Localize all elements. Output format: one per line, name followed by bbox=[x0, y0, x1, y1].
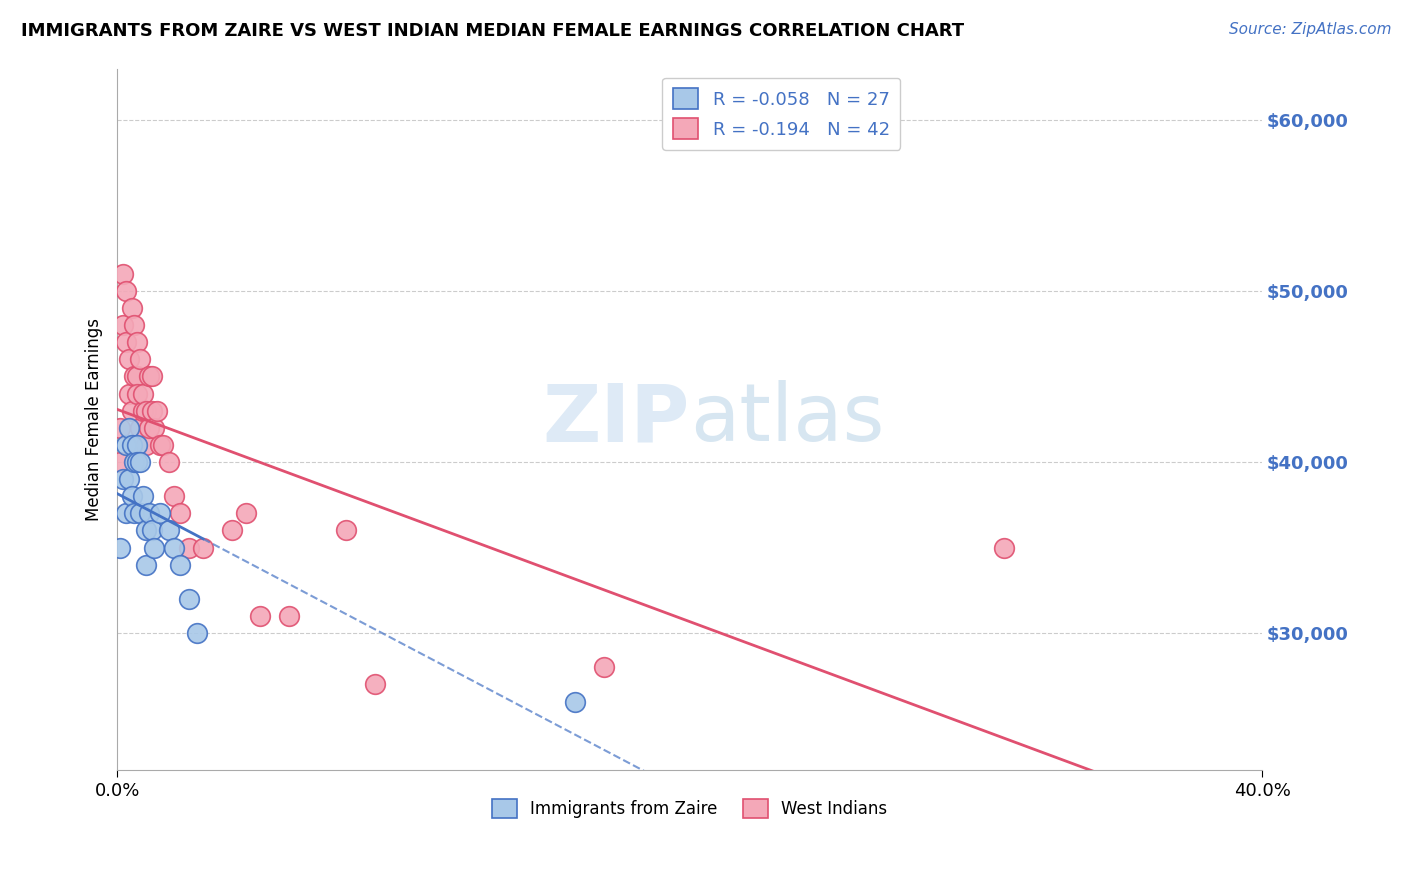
Point bbox=[108, 541, 131, 555]
Point bbox=[129, 455, 152, 469]
Point bbox=[127, 386, 149, 401]
Point bbox=[121, 489, 143, 503]
Point bbox=[152, 438, 174, 452]
Point bbox=[149, 438, 172, 452]
Point bbox=[111, 267, 134, 281]
Point bbox=[177, 591, 200, 606]
Point bbox=[138, 507, 160, 521]
Point bbox=[163, 489, 186, 503]
Point bbox=[108, 455, 131, 469]
Point bbox=[149, 507, 172, 521]
Point bbox=[121, 301, 143, 315]
Point bbox=[124, 318, 146, 333]
Point bbox=[186, 626, 208, 640]
Point bbox=[108, 421, 131, 435]
Point bbox=[117, 386, 139, 401]
Point bbox=[163, 541, 186, 555]
Point bbox=[993, 541, 1015, 555]
Point bbox=[235, 507, 257, 521]
Point bbox=[129, 507, 152, 521]
Point bbox=[124, 507, 146, 521]
Legend: Immigrants from Zaire, West Indians: Immigrants from Zaire, West Indians bbox=[485, 792, 894, 825]
Point bbox=[135, 438, 157, 452]
Point bbox=[114, 438, 136, 452]
Point bbox=[177, 541, 200, 555]
Point bbox=[132, 386, 155, 401]
Point bbox=[129, 421, 152, 435]
Point bbox=[124, 369, 146, 384]
Point bbox=[117, 472, 139, 486]
Point bbox=[143, 421, 166, 435]
Point bbox=[138, 421, 160, 435]
Point bbox=[117, 352, 139, 367]
Point bbox=[169, 507, 191, 521]
Point bbox=[564, 695, 586, 709]
Point bbox=[121, 403, 143, 417]
Point bbox=[335, 524, 357, 538]
Point bbox=[141, 369, 163, 384]
Point bbox=[114, 284, 136, 298]
Text: ZIP: ZIP bbox=[543, 380, 689, 458]
Point bbox=[221, 524, 243, 538]
Point bbox=[124, 455, 146, 469]
Point bbox=[132, 489, 155, 503]
Point bbox=[141, 403, 163, 417]
Point bbox=[592, 660, 614, 674]
Point bbox=[191, 541, 214, 555]
Y-axis label: Median Female Earnings: Median Female Earnings bbox=[86, 318, 103, 521]
Point bbox=[157, 455, 180, 469]
Point bbox=[129, 352, 152, 367]
Point bbox=[127, 369, 149, 384]
Point bbox=[138, 369, 160, 384]
Point bbox=[146, 403, 169, 417]
Text: atlas: atlas bbox=[689, 380, 884, 458]
Text: Source: ZipAtlas.com: Source: ZipAtlas.com bbox=[1229, 22, 1392, 37]
Point bbox=[135, 403, 157, 417]
Point bbox=[157, 524, 180, 538]
Point bbox=[277, 609, 299, 624]
Point bbox=[141, 524, 163, 538]
Point bbox=[127, 455, 149, 469]
Point bbox=[135, 524, 157, 538]
Point bbox=[127, 438, 149, 452]
Point bbox=[249, 609, 271, 624]
Point bbox=[117, 421, 139, 435]
Point bbox=[364, 677, 387, 691]
Point bbox=[127, 335, 149, 350]
Point bbox=[135, 558, 157, 572]
Point bbox=[121, 438, 143, 452]
Point bbox=[132, 403, 155, 417]
Point bbox=[143, 541, 166, 555]
Point bbox=[111, 318, 134, 333]
Point bbox=[114, 507, 136, 521]
Point bbox=[114, 335, 136, 350]
Text: IMMIGRANTS FROM ZAIRE VS WEST INDIAN MEDIAN FEMALE EARNINGS CORRELATION CHART: IMMIGRANTS FROM ZAIRE VS WEST INDIAN MED… bbox=[21, 22, 965, 40]
Point bbox=[169, 558, 191, 572]
Point bbox=[111, 472, 134, 486]
